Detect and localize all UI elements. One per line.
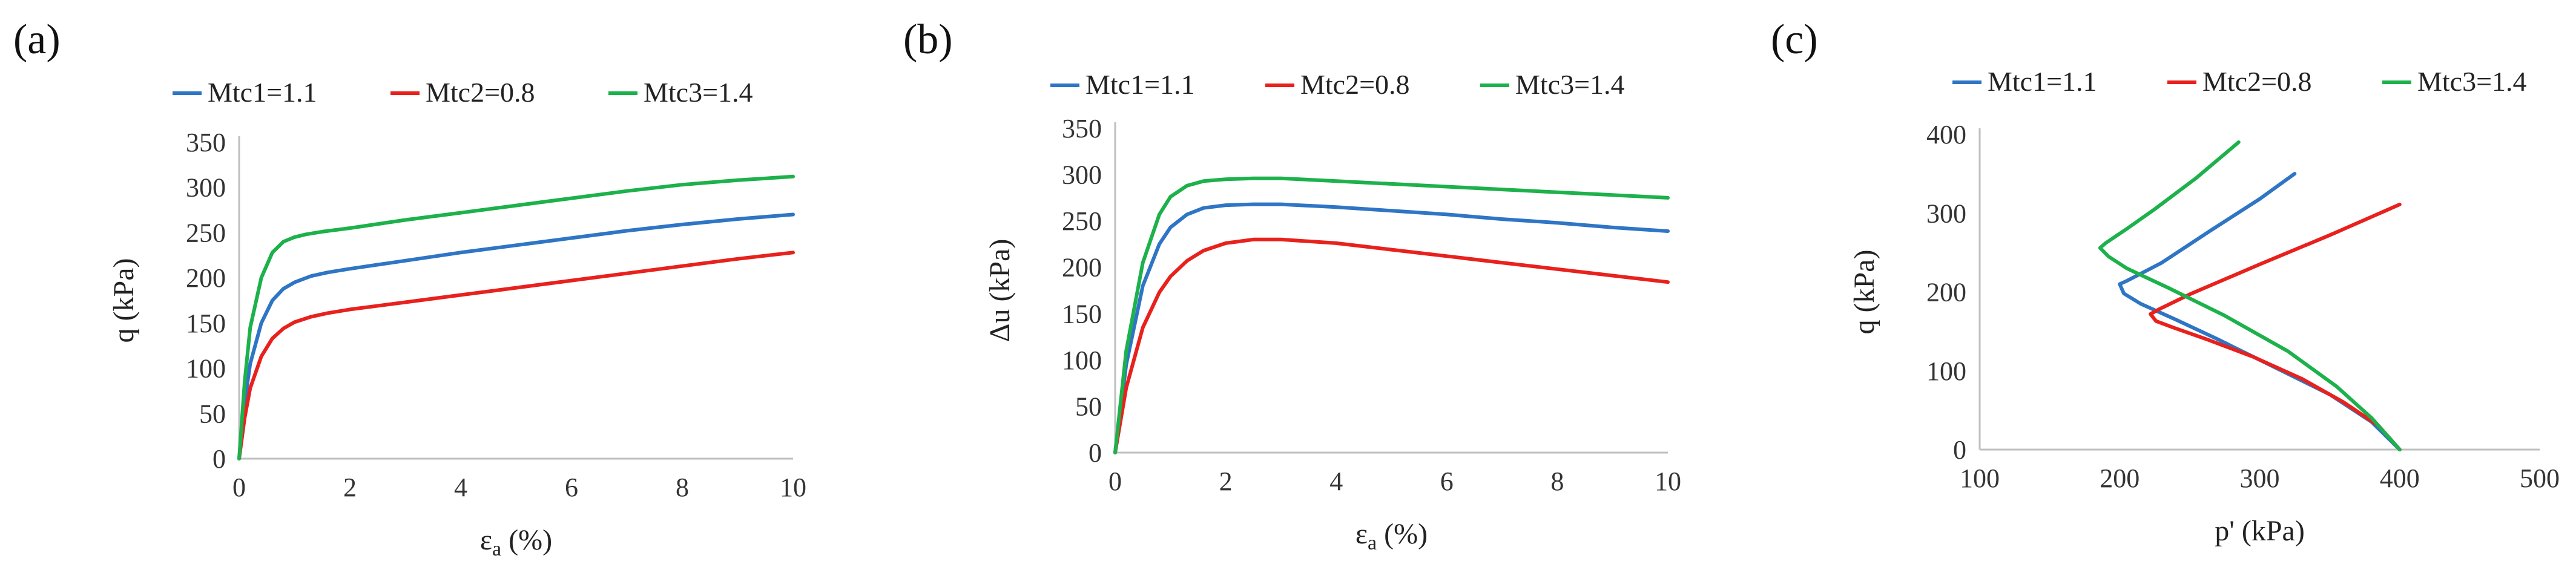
- y-tick-label: 400: [1926, 120, 1966, 149]
- y-tick-label: 0: [212, 444, 226, 474]
- x-tick-label: 8: [676, 473, 689, 502]
- y-tick-label: 50: [199, 399, 226, 428]
- series-line-3: [237, 174, 795, 460]
- x-tick-label: 0: [1108, 467, 1122, 496]
- y-tick-label: 0: [1089, 438, 1102, 468]
- y-tick-label: 200: [1062, 253, 1102, 283]
- legend-label-1: Mtc1=1.1: [1085, 69, 1195, 100]
- y-tick-label: 200: [186, 263, 226, 293]
- x-tick-label: 4: [1329, 467, 1343, 496]
- series-line-3: [2098, 140, 2402, 451]
- y-tick-label: 250: [186, 218, 226, 247]
- x-tick-label: 6: [565, 473, 578, 502]
- y-tick-label: 300: [1062, 160, 1102, 190]
- x-tick-label: 400: [2380, 464, 2420, 493]
- y-tick-label: 350: [1062, 114, 1102, 143]
- panel-label: (a): [13, 16, 61, 63]
- x-tick-label: 500: [2520, 464, 2560, 493]
- y-axis-title: q (kPa): [108, 258, 140, 343]
- series-line-3: [1113, 176, 1670, 454]
- legend-label-2: Mtc2=0.8: [426, 77, 535, 108]
- x-tick-label: 100: [1960, 464, 2000, 493]
- y-tick-label: 300: [1926, 198, 1966, 228]
- x-tick-label: 2: [1219, 467, 1233, 496]
- x-tick-label: 10: [780, 473, 806, 502]
- series-line-2: [2149, 202, 2402, 451]
- y-tick-label: 100: [1926, 356, 1966, 386]
- x-tick-label: 8: [1550, 467, 1564, 496]
- legend-label-2: Mtc2=0.8: [2202, 66, 2312, 97]
- y-tick-label: 200: [1926, 278, 1966, 307]
- y-tick-label: 300: [186, 173, 226, 203]
- y-axis-title: q (kPa): [1848, 250, 1880, 335]
- y-tick-label: 50: [1075, 391, 1102, 421]
- panel-label: (c): [1771, 16, 1818, 63]
- y-tick-label: 100: [1062, 346, 1102, 375]
- y-tick-label: 250: [1062, 206, 1102, 236]
- x-tick-label: 0: [232, 473, 246, 502]
- y-tick-label: 0: [1953, 435, 1966, 465]
- series-line-1: [2118, 172, 2402, 451]
- x-tick-label: 200: [2100, 464, 2140, 493]
- legend-label-3: Mtc3=1.4: [1515, 69, 1625, 100]
- x-tick-label: 300: [2240, 464, 2280, 493]
- chart-panel-1: (a) 0 50 100 150 200 250 300 350 0 2 4 6 8 10 εa (%) q (…: [13, 16, 806, 560]
- legend-label-3: Mtc3=1.4: [2417, 66, 2527, 97]
- y-tick-label: 100: [186, 354, 226, 384]
- x-tick-label: 4: [454, 473, 467, 502]
- y-tick-label: 150: [1062, 299, 1102, 329]
- x-tick-label: 2: [343, 473, 357, 502]
- legend-label-1: Mtc1=1.1: [1988, 66, 2097, 97]
- y-axis-title: Δu (kPa): [984, 239, 1016, 342]
- x-tick-label: 10: [1655, 467, 1681, 496]
- x-axis-title: εa (%): [1356, 518, 1428, 554]
- legend-label-2: Mtc2=0.8: [1300, 69, 1410, 100]
- series-line-1: [1113, 202, 1670, 454]
- series-line-2: [237, 251, 795, 460]
- panel-label: (b): [903, 16, 953, 63]
- x-tick-label: 6: [1440, 467, 1454, 496]
- series-line-1: [237, 212, 795, 460]
- x-axis-title: εa (%): [480, 524, 552, 560]
- y-tick-label: 350: [186, 128, 226, 157]
- chart-panel-2: (b) 0 50 100 150 200 250 300 350 0 2 4 6 8 10 εa (%) Δu …: [903, 16, 1681, 554]
- legend-label-1: Mtc1=1.1: [208, 77, 317, 108]
- legend-label-3: Mtc3=1.4: [644, 77, 753, 108]
- series-line-2: [1113, 237, 1670, 454]
- y-tick-label: 150: [186, 309, 226, 338]
- x-axis-title: p' (kPa): [2215, 515, 2305, 547]
